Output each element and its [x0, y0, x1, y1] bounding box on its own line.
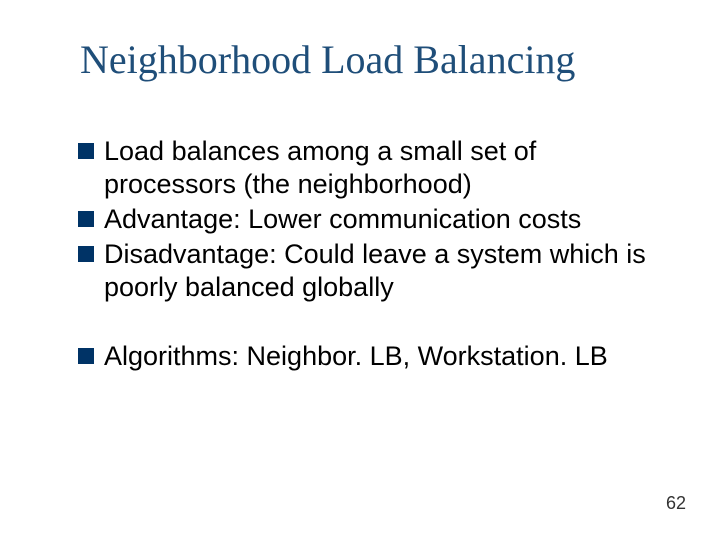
square-bullet-icon — [78, 348, 94, 364]
page-number: 62 — [666, 493, 686, 514]
bullet-text: Algorithms: Neighbor. LB, Workstation. L… — [104, 340, 608, 373]
bullet-text: Load balances among a small set of proce… — [104, 135, 658, 201]
spacer — [78, 306, 658, 340]
list-item: Disadvantage: Could leave a system which… — [78, 238, 658, 304]
list-item: Load balances among a small set of proce… — [78, 135, 658, 201]
list-item: Algorithms: Neighbor. LB, Workstation. L… — [78, 340, 658, 373]
square-bullet-icon — [78, 211, 94, 227]
slide-title: Neighborhood Load Balancing — [80, 36, 575, 83]
list-item: Advantage: Lower communication costs — [78, 203, 658, 236]
square-bullet-icon — [78, 246, 94, 262]
bullet-text: Advantage: Lower communication costs — [104, 203, 581, 236]
slide-body: Load balances among a small set of proce… — [78, 135, 658, 375]
bullet-text: Disadvantage: Could leave a system which… — [104, 238, 658, 304]
square-bullet-icon — [78, 143, 94, 159]
slide: Neighborhood Load Balancing Load balance… — [0, 0, 720, 540]
